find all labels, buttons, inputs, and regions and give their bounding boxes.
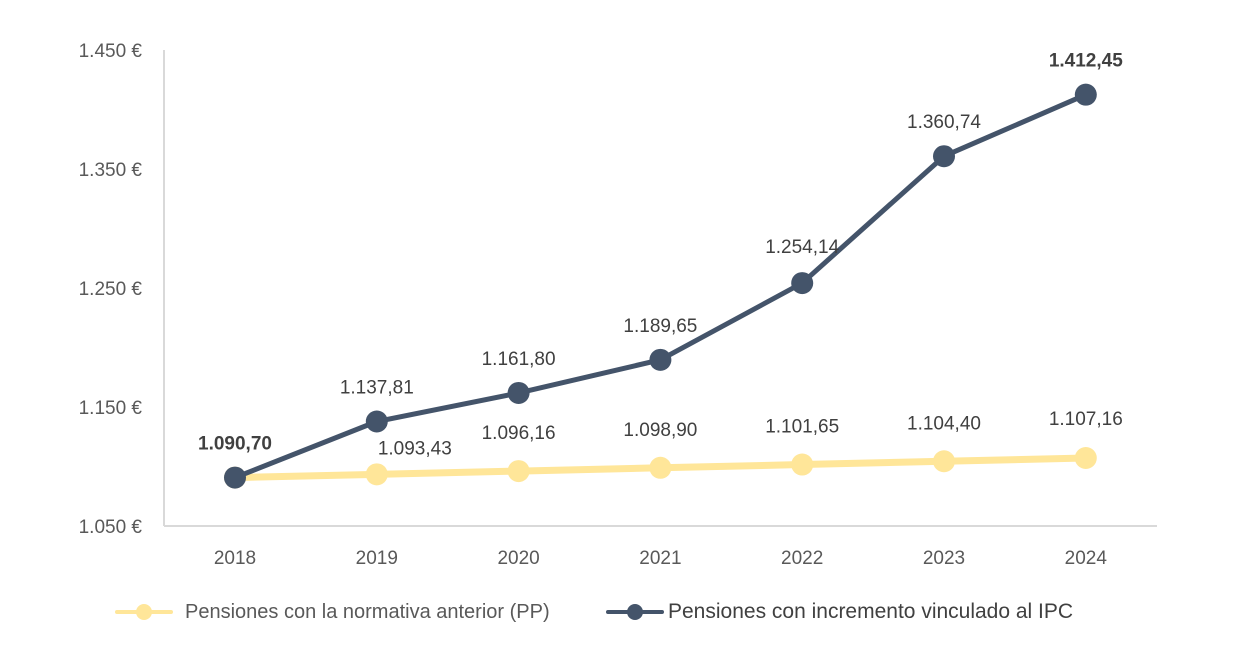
y-tick-label: 1.250 € xyxy=(79,279,143,300)
data-point-marker[interactable] xyxy=(1074,446,1097,469)
data-label-pp: 1.104,40 xyxy=(907,413,981,434)
legend-swatch-navy-line-icon xyxy=(606,602,664,622)
data-label-ipc: 1.254,14 xyxy=(765,237,839,258)
data-point-marker[interactable] xyxy=(791,272,814,295)
x-tick-label: 2022 xyxy=(781,548,823,569)
data-label-ipc: 1.189,65 xyxy=(623,316,697,337)
data-labels: 1.093,43 1.096,16 1.098,90 1.101,65 1.104,40… xyxy=(198,51,1123,460)
x-tick-label: 2024 xyxy=(1065,548,1108,569)
x-tick-label: 2020 xyxy=(497,548,539,569)
y-tick-label: 1.050 € xyxy=(79,517,143,538)
legend-label: Pensiones con incremento vinculado al IP… xyxy=(668,600,1074,623)
data-label-ipc: 1.137,81 xyxy=(340,378,414,399)
x-tick-label: 2019 xyxy=(356,548,398,569)
x-tick-label: 2023 xyxy=(923,548,965,569)
series-layer xyxy=(224,83,1097,489)
data-point-marker[interactable] xyxy=(791,453,814,476)
legend: Pensiones con la normativa anterior (PP)… xyxy=(0,594,1240,630)
data-point-marker[interactable] xyxy=(649,348,672,371)
legend-marker xyxy=(136,604,152,620)
legend-marker xyxy=(627,604,643,620)
legend-item-ipc[interactable]: Pensiones con incremento vinculado al IP… xyxy=(606,594,1073,630)
data-point-marker[interactable] xyxy=(649,456,672,479)
series-ipc xyxy=(224,83,1097,489)
data-label-pp: 1.107,16 xyxy=(1049,409,1123,430)
y-axis: 1.050 € 1.150 € 1.250 € 1.350 € 1.450 € xyxy=(79,41,165,538)
x-tick-label: 2018 xyxy=(214,548,256,569)
series-normativa-anterior xyxy=(224,446,1097,489)
x-tick-label: 2021 xyxy=(639,548,681,569)
data-label-ipc: 1.360,74 xyxy=(907,112,981,133)
y-tick-label: 1.450 € xyxy=(79,41,143,62)
data-label-pp: 1.098,90 xyxy=(623,420,697,441)
legend-label: Pensiones con la normativa anterior (PP) xyxy=(185,600,550,623)
x-axis: 2018 2019 2020 2021 2022 2023 2024 xyxy=(164,525,1157,569)
data-point-marker[interactable] xyxy=(933,450,955,473)
y-tick-label: 1.150 € xyxy=(79,398,143,419)
data-label-pp: 1.101,65 xyxy=(765,417,839,438)
data-point-marker[interactable] xyxy=(933,145,955,168)
data-label-pp: 1.093,43 xyxy=(378,438,452,459)
data-point-marker[interactable] xyxy=(507,381,530,404)
legend-swatch-yellow-line-icon xyxy=(115,602,173,622)
data-label-ipc: 1.412,45 xyxy=(1049,51,1123,72)
data-point-marker[interactable] xyxy=(224,466,246,489)
data-point-marker[interactable] xyxy=(365,410,388,433)
data-point-marker[interactable] xyxy=(365,463,388,486)
data-point-marker[interactable] xyxy=(507,460,530,483)
data-label-pp: 1.096,16 xyxy=(482,423,556,444)
data-point-marker[interactable] xyxy=(1074,83,1097,106)
data-label-ipc: 1.090,70 xyxy=(198,434,272,455)
y-tick-label: 1.350 € xyxy=(79,160,143,181)
data-label-ipc: 1.161,80 xyxy=(482,349,556,370)
legend-item-pp[interactable]: Pensiones con la normativa anterior (PP) xyxy=(115,594,550,630)
